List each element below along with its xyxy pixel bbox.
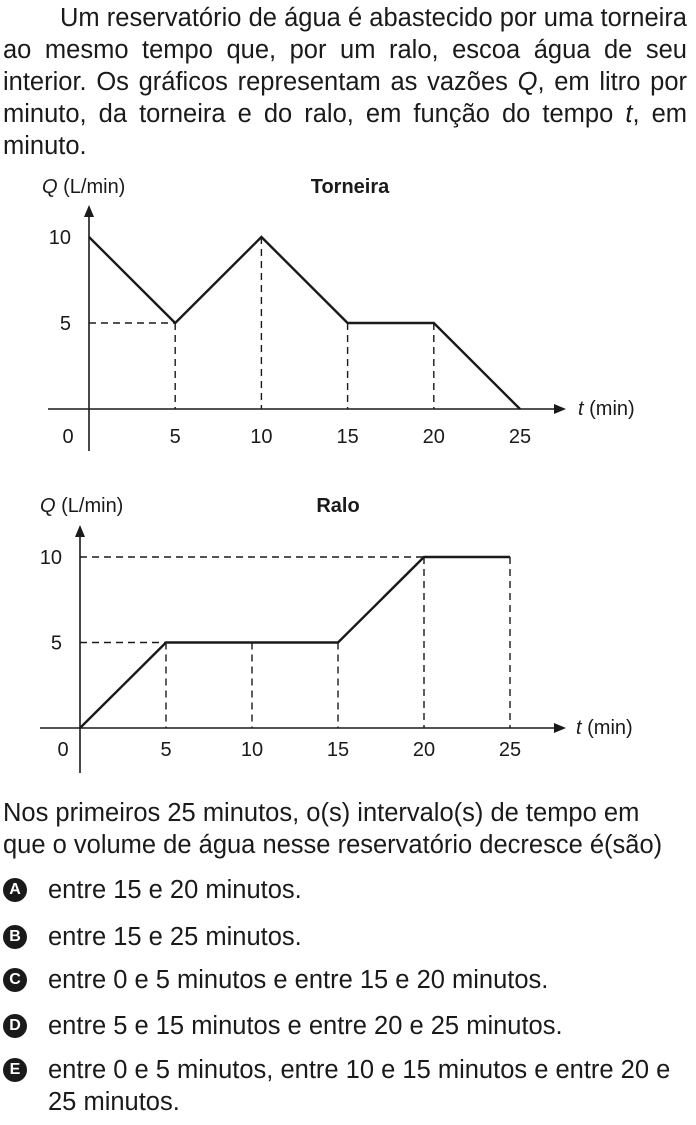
x-axis-arrow	[554, 723, 566, 733]
chart-title: Ralo	[316, 495, 359, 517]
option-b-badge: B	[3, 925, 27, 949]
option-d-text: entre 5 e 15 minutos e entre 20 e 25 min…	[48, 1012, 563, 1040]
option-a-text: entre 15 e 20 minutos.	[48, 876, 302, 904]
option-a-badge: A	[3, 878, 27, 902]
option-c-badge: C	[3, 968, 27, 992]
y-tick-label-1: 10	[49, 227, 71, 249]
x-tick-label-1: 10	[241, 739, 263, 761]
y-axis-var: Q	[42, 176, 58, 198]
option-d-badge: D	[3, 1014, 27, 1038]
origin-label: 0	[57, 739, 68, 761]
chart-title: Torneira	[311, 176, 390, 198]
option-b-text: entre 15 e 25 minutos.	[48, 923, 302, 951]
option-b[interactable]: B entre 15 e 25 minutos.	[0, 919, 696, 955]
option-e-text: entre 0 e 5 minutos, entre 10 e 15 minut…	[48, 1056, 671, 1116]
origin-label: 0	[62, 426, 73, 448]
option-c[interactable]: C entre 0 e 5 minutos e entre 15 e 20 mi…	[0, 962, 696, 998]
y-axis-var: Q	[40, 495, 56, 517]
x-axis-var: t	[578, 398, 585, 420]
option-a[interactable]: A entre 15 e 20 minutos.	[0, 872, 696, 908]
question-intro: Um reservatório de água é abastecido por…	[3, 2, 687, 162]
x-tick-label-4: 25	[509, 426, 531, 448]
question-stem: Nos primeiros 25 minutos, o(s) intervalo…	[3, 799, 663, 859]
series-line	[79, 555, 510, 729]
x-axis-label: t (min)	[576, 717, 633, 739]
x-tick-label-2: 15	[336, 426, 358, 448]
intro-var-q: Q	[517, 68, 538, 96]
option-e-badge: E	[3, 1058, 27, 1082]
x-tick-label-0: 5	[160, 739, 171, 761]
y-axis-unit: (L/min)	[56, 495, 124, 517]
x-axis-var: t	[576, 717, 583, 739]
y-tick-label-0: 5	[51, 633, 62, 655]
x-tick-label-3: 20	[423, 426, 445, 448]
intro-part-1: Um reservatório de água é abastecido por…	[3, 4, 687, 96]
x-tick-label-4: 25	[499, 739, 521, 761]
option-c-text: entre 0 e 5 minutos e entre 15 e 20 minu…	[48, 966, 549, 994]
option-d[interactable]: D entre 5 e 15 minutos e entre 20 e 25 m…	[0, 1008, 696, 1044]
x-axis-arrow	[554, 404, 566, 414]
x-axis-unit: (min)	[582, 717, 633, 739]
torneira-chart: 5 10 15 20 25 5 10 0 Torneira Q (L/min) t (min)	[42, 176, 635, 451]
x-tick-label-0: 5	[170, 426, 181, 448]
x-axis-unit: (min)	[584, 398, 635, 420]
y-axis-label: Q (L/min)	[42, 176, 125, 198]
x-tick-label-1: 10	[250, 426, 272, 448]
x-tick-label-2: 15	[327, 739, 349, 761]
x-tick-label-3: 20	[413, 739, 435, 761]
y-tick-label-0: 5	[60, 313, 71, 335]
intro-part-2: , em litro por minuto, da torneira e do …	[3, 68, 687, 128]
y-axis-arrow	[75, 525, 85, 537]
option-e[interactable]: E entre 0 e 5 minutos, entre 10 e 15 min…	[0, 1052, 696, 1122]
ralo-chart: 5 10 15 20 25 5 10 0 Ralo Q (L/min) t (min)	[40, 495, 633, 773]
intro-part-3: , em minuto.	[3, 100, 687, 160]
y-tick-label-1: 10	[40, 547, 62, 569]
series-line	[88, 235, 521, 410]
x-axis-label: t (min)	[578, 398, 635, 420]
y-axis-arrow	[84, 205, 94, 217]
y-axis-label: Q (L/min)	[40, 495, 123, 517]
intro-var-t: t	[625, 100, 633, 128]
y-axis-unit: (L/min)	[58, 176, 126, 198]
